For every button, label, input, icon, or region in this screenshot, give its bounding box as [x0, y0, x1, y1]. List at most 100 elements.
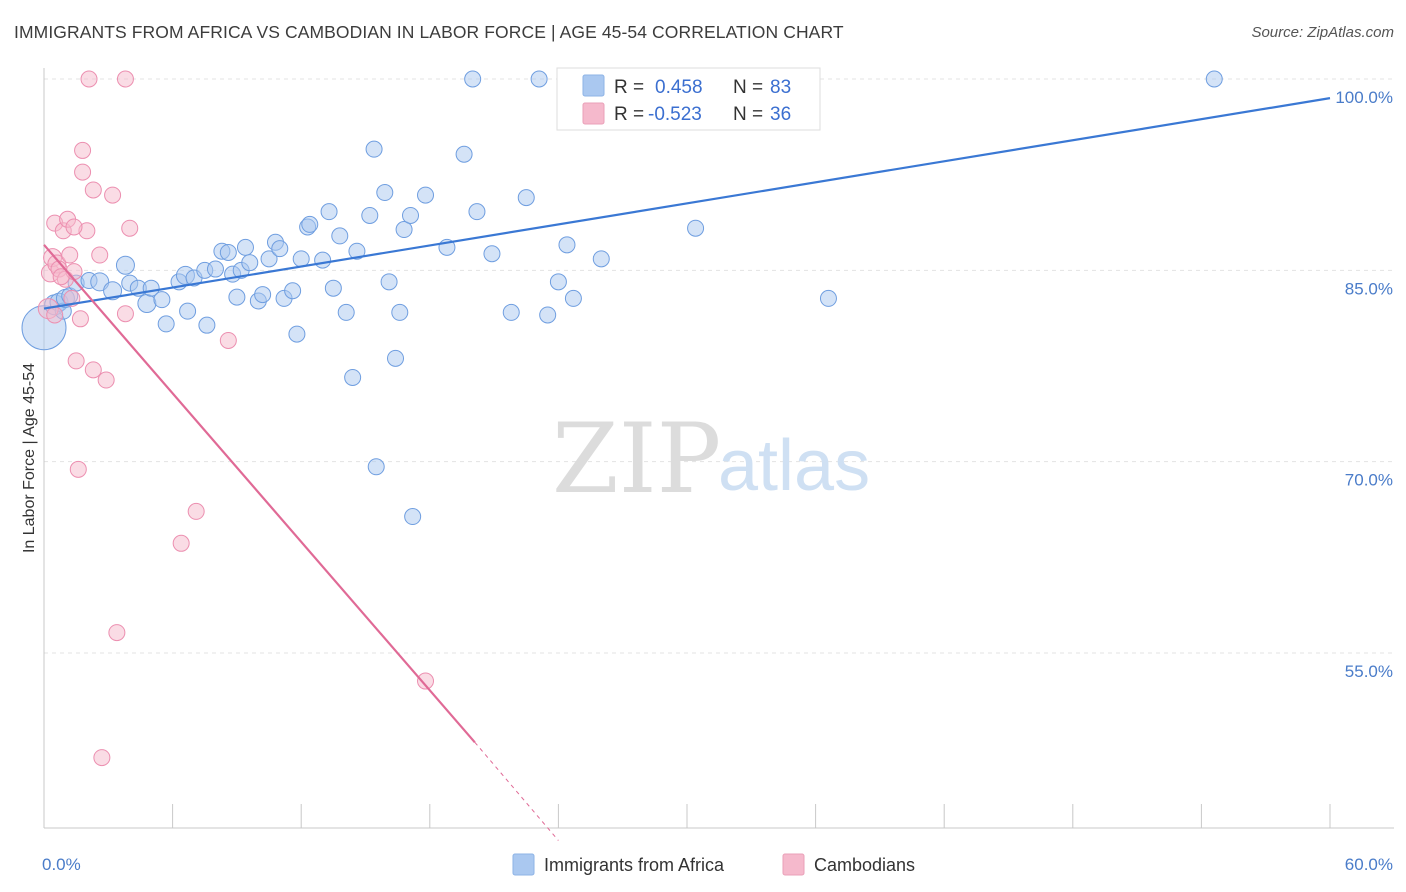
point-cambodians [84, 361, 102, 379]
point-africa [483, 245, 501, 263]
point-africa [687, 219, 705, 237]
data-points [21, 70, 1223, 767]
point-cambodians [417, 672, 435, 690]
stats-legend-n-value: 36 [770, 104, 791, 125]
point-africa [391, 303, 409, 321]
stats-legend: R = 0.458 N = 83 R = -0.523 N = 36 [556, 67, 821, 131]
point-africa [344, 368, 362, 386]
point-cambodians [80, 70, 98, 88]
point-africa [301, 215, 319, 233]
point-africa [558, 236, 576, 254]
axes [43, 68, 1394, 829]
point-africa [564, 289, 582, 307]
x-tick-label-min: 0.0% [42, 855, 81, 874]
trend-line-cambodians-extension [474, 741, 559, 841]
stats-legend-r-label: R = [614, 104, 644, 125]
point-africa [157, 315, 175, 333]
point-cambodians [93, 749, 111, 767]
point-cambodians [172, 534, 190, 552]
point-africa [103, 281, 123, 301]
trend-line-africa [43, 97, 1331, 310]
stats-legend-n-value: 83 [770, 77, 791, 98]
point-cambodians [74, 141, 92, 159]
point-africa [115, 255, 135, 275]
point-africa [819, 289, 837, 307]
watermark-zip: ZIP [552, 403, 721, 515]
point-cambodians [84, 181, 102, 199]
point-africa [402, 206, 420, 224]
point-africa [284, 282, 302, 300]
point-africa [153, 291, 171, 309]
point-africa [367, 458, 385, 476]
legend-label-cambodians: Cambodians [814, 855, 915, 875]
point-africa [179, 302, 197, 320]
point-africa [314, 251, 332, 269]
point-africa [404, 508, 422, 526]
point-cambodians [91, 246, 109, 264]
point-africa [219, 243, 237, 261]
legend-swatch-africa [512, 853, 535, 876]
x-tick-label-max: 60.0% [1345, 855, 1393, 874]
point-cambodians [116, 305, 134, 323]
point-africa [254, 286, 272, 304]
point-africa [206, 260, 224, 278]
y-tick-label: 85.0% [1345, 279, 1393, 298]
point-africa [380, 273, 398, 291]
point-africa [549, 273, 567, 291]
stats-legend-swatch-cambodians [582, 102, 605, 125]
stats-legend-n-label: N = [733, 77, 763, 98]
legend-swatch-cambodians [782, 853, 805, 876]
point-cambodians [69, 460, 87, 478]
point-africa [241, 254, 259, 272]
point-cambodians [108, 624, 126, 642]
point-africa [260, 250, 278, 268]
point-cambodians [61, 246, 79, 264]
point-africa [331, 227, 349, 245]
point-cambodians [71, 310, 89, 328]
chart-title: IMMIGRANTS FROM AFRICA VS CAMBODIAN IN L… [14, 22, 844, 42]
point-africa [324, 279, 342, 297]
trend-line-cambodians [43, 244, 476, 744]
legend-label-africa: Immigrants from Africa [544, 855, 725, 875]
y-tick-label: 55.0% [1345, 662, 1393, 681]
point-africa [539, 306, 557, 324]
point-cambodians [187, 502, 205, 520]
point-africa [530, 70, 548, 88]
point-africa [137, 293, 157, 313]
point-africa [228, 288, 246, 306]
point-africa [236, 238, 254, 256]
point-africa [387, 349, 405, 367]
point-cambodians [65, 218, 83, 236]
point-africa [502, 303, 520, 321]
point-africa [455, 145, 473, 163]
point-africa [464, 70, 482, 88]
point-cambodians [219, 331, 237, 349]
y-axis-label: In Labor Force | Age 45-54 [21, 363, 38, 553]
point-cambodians [46, 306, 64, 324]
point-cambodians [116, 70, 134, 88]
point-africa [271, 240, 289, 258]
point-africa [517, 189, 535, 207]
stats-legend-r-label: R = [614, 77, 644, 98]
point-africa [348, 242, 366, 260]
point-cambodians [121, 219, 139, 237]
stats-legend-r-value: -0.523 [648, 104, 702, 125]
point-cambodians [52, 268, 70, 286]
point-africa [320, 203, 338, 221]
stats-legend-r-value: 0.458 [655, 77, 703, 98]
point-cambodians [104, 186, 122, 204]
source-label: Source: ZipAtlas.com [1251, 24, 1394, 41]
point-africa [395, 221, 413, 239]
point-africa [365, 140, 383, 158]
stats-legend-swatch-africa [582, 74, 605, 97]
watermark-atlas: atlas [718, 426, 870, 506]
point-africa [288, 325, 306, 343]
point-cambodians [97, 371, 115, 389]
point-africa [376, 184, 394, 202]
grid-lines [44, 78, 1392, 654]
point-cambodians [67, 352, 85, 370]
point-africa [417, 186, 435, 204]
point-africa [292, 250, 310, 268]
y-tick-label: 70.0% [1345, 471, 1393, 490]
